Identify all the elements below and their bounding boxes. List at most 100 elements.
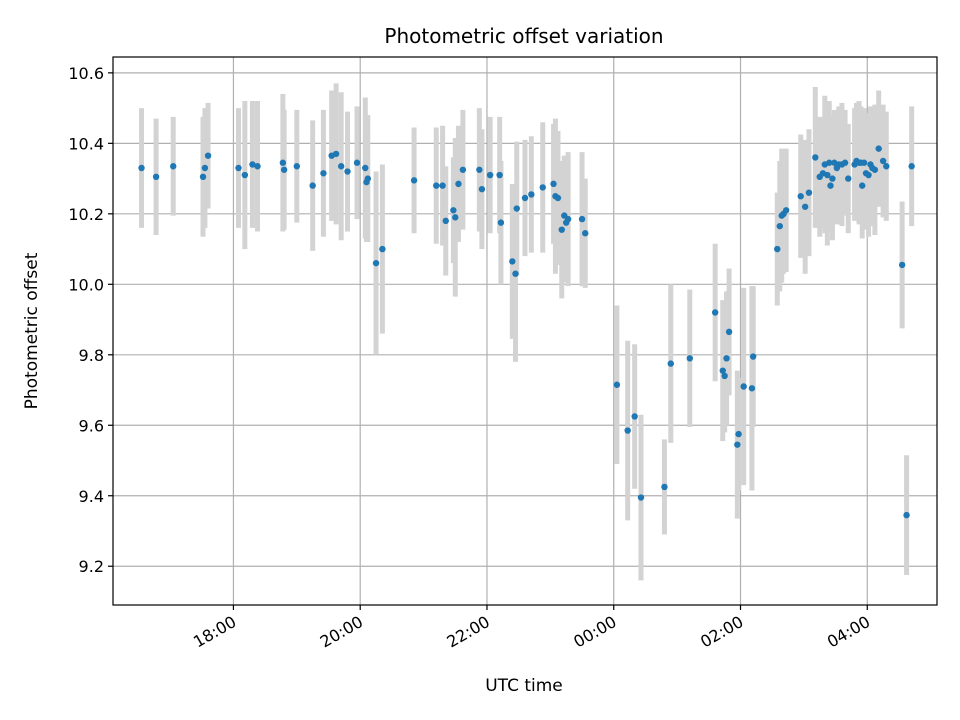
data-point: [550, 180, 557, 188]
data-point: [829, 175, 836, 182]
data-point: [624, 427, 631, 434]
data-point: [344, 168, 351, 175]
data-point: [564, 215, 572, 223]
data-point: [827, 182, 834, 189]
data-point: [279, 159, 287, 166]
data-point: [455, 180, 462, 188]
data-point: [539, 184, 546, 191]
data-point: [613, 381, 621, 388]
data-point: [280, 166, 288, 173]
data-point: [320, 170, 327, 177]
data-point: [711, 309, 719, 316]
data-point: [860, 159, 868, 166]
data-point: [826, 159, 833, 166]
data-point: [865, 171, 872, 179]
y-axis-ticks: 9.2 9.4 9.6 9.8 10.0 10.2 10.4 10.6: [68, 64, 113, 576]
data-point: [631, 413, 638, 420]
y-tick-label: 10.0: [68, 275, 104, 294]
data-point: [749, 353, 757, 360]
y-tick-label: 10.2: [68, 205, 104, 224]
data-point: [235, 164, 242, 172]
data-points: [138, 145, 915, 519]
data-point: [372, 259, 380, 267]
data-point: [661, 483, 668, 491]
data-point: [801, 203, 809, 210]
grid: [113, 57, 937, 605]
chart-title: Photometric offset variation: [384, 24, 663, 48]
data-point: [509, 258, 516, 265]
data-point: [748, 385, 756, 392]
data-point: [725, 328, 733, 336]
data-point: [805, 189, 813, 196]
y-tick-label: 9.8: [79, 346, 104, 365]
data-point: [152, 173, 160, 181]
data-point: [332, 150, 340, 158]
data-point: [512, 270, 519, 277]
data-point: [478, 185, 486, 193]
data-point: [812, 154, 819, 161]
data-point: [719, 367, 726, 374]
data-point: [637, 494, 645, 501]
data-point: [578, 215, 586, 223]
data-point: [497, 219, 505, 226]
data-point: [841, 159, 849, 166]
data-point: [734, 441, 741, 448]
data-point: [735, 430, 742, 438]
data-point: [908, 163, 915, 170]
data-point: [558, 226, 565, 233]
data-point: [337, 163, 345, 170]
data-point: [170, 163, 177, 170]
y-tick-label: 9.2: [79, 557, 104, 576]
data-point: [433, 182, 440, 189]
data-point: [845, 175, 852, 182]
data-point: [476, 166, 483, 173]
data-point: [528, 191, 535, 198]
data-point: [776, 222, 784, 230]
plot-frame: [112, 56, 938, 606]
data-point: [879, 157, 887, 165]
data-point: [875, 145, 882, 152]
data-point: [254, 163, 261, 170]
data-point: [353, 159, 361, 166]
data-point: [859, 182, 866, 189]
data-point: [903, 511, 910, 519]
data-point: [740, 383, 747, 390]
data-point: [521, 194, 529, 202]
data-point: [898, 261, 906, 269]
data-point: [486, 171, 494, 179]
data-point: [797, 193, 804, 200]
data-point: [249, 161, 256, 168]
data-point: [513, 205, 520, 212]
x-axis-label: UTC time: [485, 676, 563, 696]
data-point: [883, 163, 890, 170]
data-point: [582, 230, 589, 237]
data-point: [138, 164, 145, 172]
data-point: [241, 171, 249, 179]
data-point: [293, 163, 301, 170]
data-point: [723, 355, 730, 362]
data-point: [201, 164, 209, 172]
data-point: [199, 173, 207, 181]
data-point: [204, 152, 212, 159]
data-point: [496, 171, 503, 179]
data-point: [410, 177, 418, 184]
data-point: [309, 182, 316, 189]
data-point: [379, 245, 386, 253]
data-point: [871, 166, 879, 173]
y-tick-label: 9.6: [79, 416, 104, 435]
data-point: [667, 360, 674, 367]
data-point: [686, 355, 693, 362]
data-point: [459, 166, 467, 173]
y-tick-label: 9.4: [79, 487, 104, 506]
data-point: [442, 217, 449, 225]
data-point: [362, 164, 369, 172]
y-axis-label: Photometric offset: [22, 252, 42, 409]
data-point: [439, 182, 446, 189]
data-point: [450, 207, 457, 214]
data-point: [452, 214, 459, 221]
y-tick-label: 10.6: [68, 64, 104, 83]
data-point: [774, 245, 781, 253]
data-point: [824, 171, 831, 179]
y-tick-label: 10.4: [68, 134, 104, 153]
